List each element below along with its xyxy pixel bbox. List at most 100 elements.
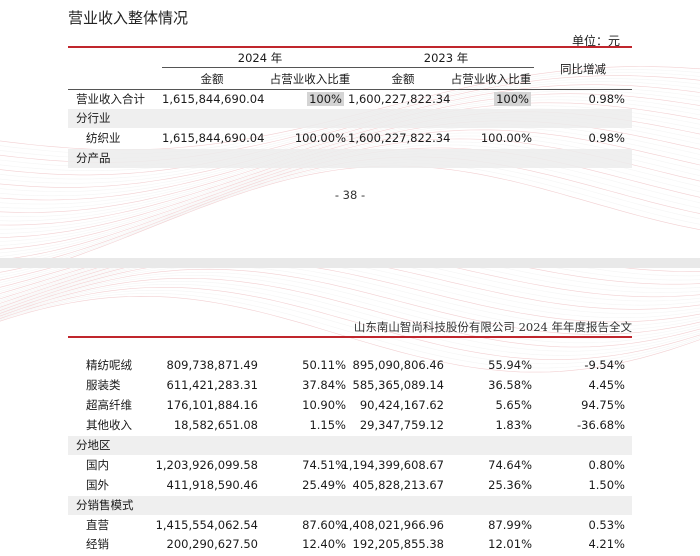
- report-header-title: 山东南山智尚科技股份有限公司 2024 年年度报告全文: [353, 320, 632, 334]
- wave-line: [42, 153, 700, 258]
- wave-line: [0, 292, 700, 369]
- section-title: 营业收入整体情况: [68, 9, 189, 27]
- header-ratio-2024: 占营业收入比重: [269, 72, 351, 86]
- wave-line: [0, 268, 700, 303]
- wave-line: [0, 280, 700, 352]
- wave-line: [0, 268, 700, 319]
- cell-yoy: 94.75%: [581, 398, 625, 412]
- wave-line: [0, 105, 700, 205]
- header-amount-2023: 金额: [391, 72, 415, 86]
- cell-yoy: 0.80%: [588, 458, 625, 472]
- page-39: 山东南山智尚科技股份有限公司 2024 年年度报告全文 精纺呢绒 809,738…: [0, 268, 700, 556]
- wave-line: [0, 268, 700, 314]
- cell-amount-2024: 611,421,283.31: [166, 378, 258, 392]
- wave-line: [0, 278, 700, 348]
- cell-amount-2023: 1,600,227,822.34: [348, 92, 451, 106]
- cell-ratio-2023: 74.64%: [488, 458, 532, 472]
- category-row-bg: [68, 109, 632, 128]
- cell-amount-2023: 1,600,227,822.34: [348, 131, 451, 145]
- page-38: 营业收入整体情况 单位：元 2024 年 2023 年 同比增减 金额 占营业收…: [0, 0, 700, 258]
- cell-amount-2023: 895,090,806.46: [352, 358, 444, 372]
- cell-ratio-2023: 55.94%: [488, 358, 532, 372]
- highlighted-ratio: 100%: [494, 92, 531, 106]
- cell-yoy: 0.53%: [588, 518, 625, 532]
- cell-amount-2023: 585,365,089.14: [352, 378, 444, 392]
- wave-line: [0, 268, 700, 296]
- wave-line: [0, 102, 700, 201]
- category-label: 分销售模式: [76, 498, 134, 512]
- wave-line: [0, 268, 700, 331]
- wave-line: [0, 268, 700, 301]
- cell-amount-2024: 18,582,651.08: [173, 418, 258, 432]
- row-label: 超高纤维: [86, 398, 132, 412]
- cell-ratio-2023: 25.36%: [488, 478, 532, 492]
- table-top-rule: [68, 46, 632, 48]
- row-label: 国外: [86, 478, 109, 492]
- wave-line: [0, 87, 700, 180]
- wave-line: [0, 132, 700, 242]
- cell-ratio-2023: 100.00%: [480, 131, 532, 145]
- category-label: 分行业: [76, 111, 111, 125]
- wave-line: [64, 162, 700, 258]
- cell-amount-2024: 1,203,926,099.58: [155, 458, 258, 472]
- cell-yoy: 4.21%: [588, 537, 625, 551]
- wave-line: [0, 268, 700, 307]
- report-header-rule: [68, 336, 632, 338]
- cell-ratio-2023: 100%: [448, 90, 531, 108]
- cell-yoy: 1.50%: [588, 478, 625, 492]
- wave-line: [0, 275, 700, 344]
- cell-ratio-2024: 1.15%: [309, 418, 346, 432]
- cell-ratio-2024: 37.84%: [302, 378, 346, 392]
- wave-line: [0, 268, 700, 327]
- category-row-bg: [68, 149, 632, 168]
- row-label: 纺织业: [86, 131, 121, 145]
- cell-ratio-2023: 1.83%: [495, 418, 532, 432]
- cell-ratio-2024: 50.11%: [302, 358, 346, 372]
- cell-ratio-2023: 12.01%: [488, 537, 532, 551]
- wave-line: [0, 126, 700, 234]
- row-label: 服装类: [86, 378, 121, 392]
- wave-line: [0, 271, 700, 340]
- cell-amount-2024: 1,615,844,690.04: [162, 92, 265, 106]
- cell-yoy: 0.98%: [588, 92, 625, 106]
- decorative-wave-lines: [0, 268, 700, 373]
- wave-line: [0, 283, 700, 356]
- cell-ratio-2023: 87.99%: [488, 518, 532, 532]
- wave-line: [0, 90, 700, 184]
- header-ratio-2023: 占营业收入比重: [450, 72, 532, 86]
- wave-line: [0, 268, 700, 306]
- header-divider: [162, 67, 534, 68]
- wave-line: [0, 290, 700, 365]
- cell-ratio-2024: 12.40%: [302, 537, 346, 551]
- header-amount-2024: 金额: [200, 72, 224, 86]
- cell-ratio-2023: 36.58%: [488, 378, 532, 392]
- wave-line: [0, 123, 700, 230]
- category-label: 分地区: [76, 438, 111, 452]
- category-row-bg: [68, 436, 632, 455]
- cell-ratio-2024: 74.51%: [302, 458, 346, 472]
- header-yoy: 同比增减: [560, 62, 606, 76]
- cell-yoy: -9.54%: [584, 358, 625, 372]
- category-row-bg: [68, 496, 632, 515]
- cell-ratio-2023: 5.65%: [495, 398, 532, 412]
- header-bottom-rule: [68, 89, 632, 90]
- unit-label: 单位：元: [571, 34, 620, 48]
- wave-line: [0, 268, 700, 300]
- wave-line: [0, 268, 700, 335]
- category-label: 分产品: [76, 151, 111, 165]
- row-label: 国内: [86, 458, 109, 472]
- wave-line: [0, 268, 700, 298]
- cell-amount-2023: 1,194,399,608.67: [341, 458, 444, 472]
- wave-line: [0, 268, 700, 323]
- wave-line: [0, 268, 700, 310]
- cell-ratio-2024: 100%: [262, 90, 344, 108]
- header-year-2023: 2023 年: [423, 51, 469, 65]
- cell-amount-2023: 29,347,759.12: [359, 418, 444, 432]
- wave-line: [69, 165, 700, 258]
- row-label: 经销: [86, 537, 109, 551]
- cell-amount-2023: 90,424,167.62: [359, 398, 444, 412]
- header-year-2024: 2024 年: [237, 51, 283, 65]
- cell-yoy: 4.45%: [588, 378, 625, 392]
- cell-amount-2024: 1,415,554,062.54: [155, 518, 258, 532]
- cell-ratio-2024: 100.00%: [294, 131, 346, 145]
